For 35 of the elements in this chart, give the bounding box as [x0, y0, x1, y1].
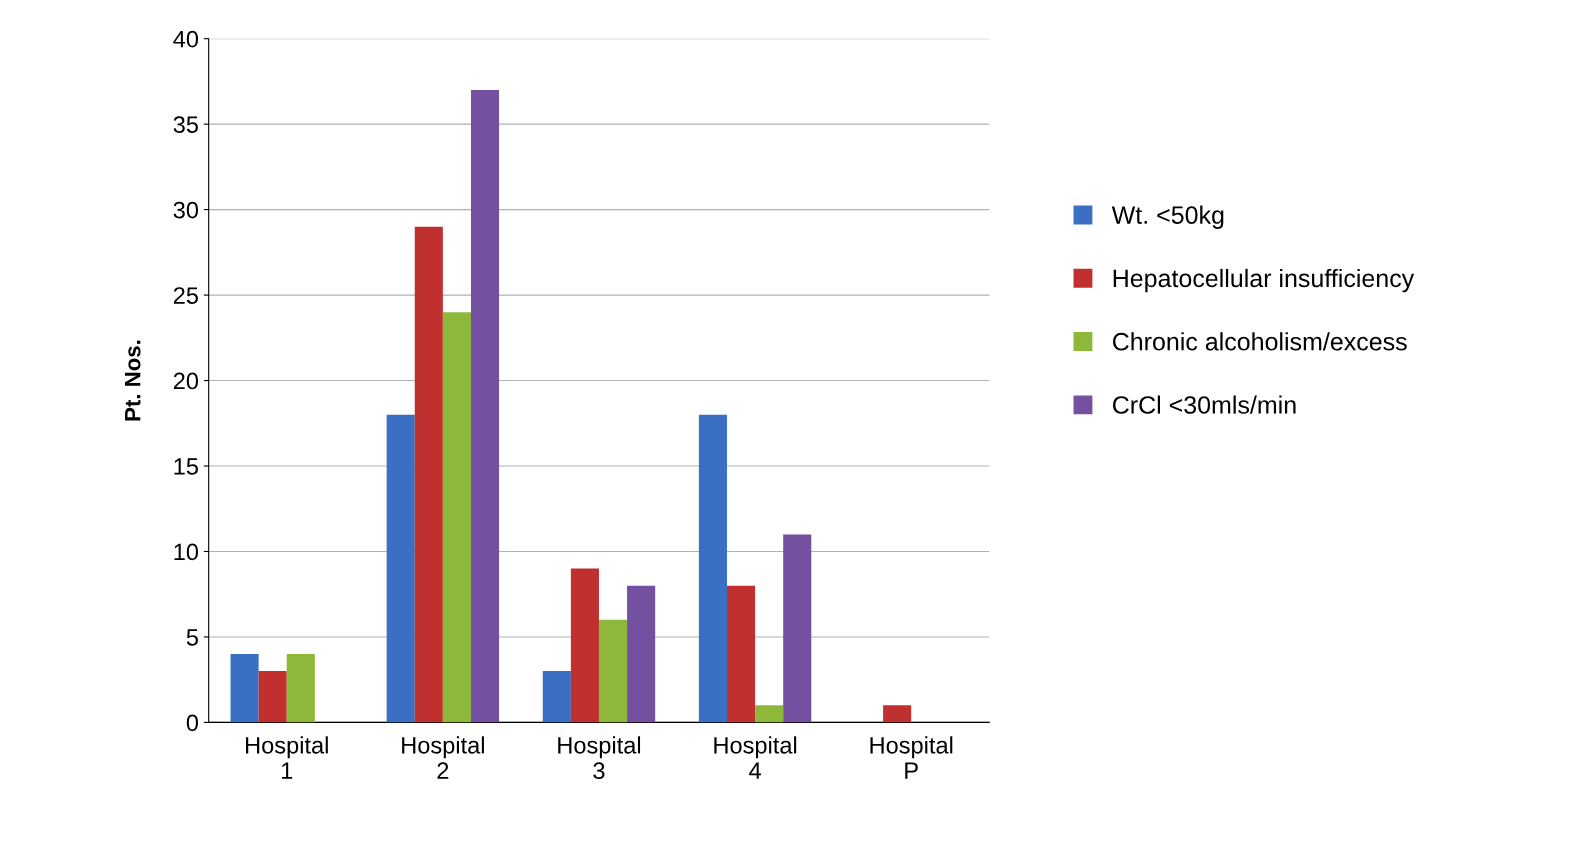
y-tick-label: 40: [173, 30, 199, 48]
bar: [783, 534, 812, 723]
bar: [258, 671, 287, 723]
x-tick-label: Hospital 2: [402, 736, 484, 779]
y-axis-title: Pt. Nos.: [125, 340, 141, 421]
bar: [726, 585, 756, 723]
x-tick-label: Hospital 1: [246, 736, 328, 779]
y-tick-label: 10: [174, 543, 199, 561]
legend-label: Hepatocellular insufficiency: [1113, 268, 1415, 293]
y-tick-label: 0: [186, 714, 199, 732]
bar: [442, 312, 471, 723]
y-tick-label: 15: [174, 458, 198, 475]
y-tick-label: 35: [173, 116, 198, 133]
bar: [598, 619, 628, 723]
bar: [386, 414, 415, 723]
legend-label: Chronic alcoholism/excess: [1112, 332, 1407, 351]
bar: [230, 654, 259, 723]
bar: [542, 671, 571, 723]
y-tick-label: 25: [173, 287, 198, 304]
bar: [414, 226, 443, 723]
x-tick-label: Hospital P: [870, 736, 953, 779]
bar: [755, 705, 784, 723]
bar: [627, 585, 656, 723]
x-tick-label: Hospital 4: [714, 736, 797, 779]
legend-label: CrCl <30mls/min: [1112, 395, 1296, 414]
y-tick-label: 5: [186, 629, 198, 646]
bar: [698, 414, 727, 723]
bar: [570, 568, 599, 723]
y-tick-label: 20: [173, 372, 199, 390]
bar: [470, 89, 500, 723]
bar: [883, 705, 912, 723]
bar: [286, 654, 315, 723]
legend-label: Wt. <50kg: [1111, 205, 1224, 229]
y-tick-label: 30: [173, 201, 199, 219]
x-tick-label: Hospital 3: [558, 736, 641, 780]
